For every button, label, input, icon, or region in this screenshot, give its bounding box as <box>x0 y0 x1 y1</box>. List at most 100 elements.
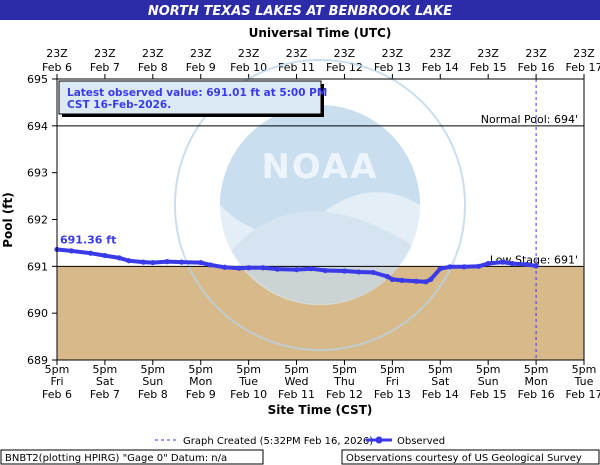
y-tick-label: 693 <box>27 167 48 180</box>
bottom-tick-date: Feb 7 <box>90 388 120 401</box>
bottom-tick-date: Feb 8 <box>138 388 168 401</box>
top-tick-date: Feb 6 <box>42 61 72 74</box>
y-axis-title: Pool (ft) <box>1 192 15 248</box>
bottom-tick-date: Feb 10 <box>230 388 267 401</box>
bottom-tick-date: Feb 14 <box>422 388 459 401</box>
observed-point <box>485 260 491 267</box>
bottom-tick-time: 5pm <box>93 363 118 376</box>
observed-point <box>260 265 266 271</box>
footer-right-box <box>341 449 600 465</box>
observed-point <box>447 264 453 270</box>
bottom-tick-time: 5pm <box>188 363 213 376</box>
y-tick-label: 690 <box>27 307 48 320</box>
observed-point <box>116 255 122 261</box>
observed-point <box>198 259 204 266</box>
observed-point <box>68 248 74 254</box>
top-tick-time: 23Z <box>477 47 499 60</box>
observed-point <box>523 261 530 268</box>
bottom-tick-date: Feb 16 <box>518 388 555 401</box>
bottom-tick-day: Sat <box>96 375 115 388</box>
observed-series-points <box>54 246 539 285</box>
bottom-tick-day: Mon <box>189 375 212 388</box>
observed-point <box>533 263 539 269</box>
observed-point <box>399 277 405 283</box>
bottom-tick-time: 5pm <box>524 363 549 376</box>
observed-point <box>423 279 429 285</box>
bottom-tick-day: Thu <box>333 375 355 388</box>
observed-point <box>341 268 348 274</box>
top-tick-time: 23Z <box>46 47 68 60</box>
bottom-tick-date: Feb 11 <box>278 388 315 401</box>
top-tick-date: Feb 15 <box>470 61 507 74</box>
observed-point <box>384 274 391 280</box>
y-tick-label: 694 <box>27 120 48 133</box>
bottom-tick-time: 5pm <box>380 363 405 376</box>
top-tick-date: Feb 7 <box>90 61 120 74</box>
y-axis-ticks: 689 690 691 692 693 694 695 <box>27 73 57 367</box>
first-value-label: 691.36 ft <box>60 233 116 246</box>
top-axis-title: Universal Time (UTC) <box>249 26 392 40</box>
observed-point <box>140 259 146 265</box>
top-tick-date: Feb 16 <box>518 61 555 74</box>
legend: Graph Created (5:32PM Feb 16, 2026) Obse… <box>155 436 445 447</box>
legend-observed-marker <box>375 436 383 444</box>
bottom-tick-day: Sat <box>431 375 450 388</box>
legend-graph-created-label: Graph Created (5:32PM Feb 16, 2026) <box>183 436 373 447</box>
top-tick-time: 23Z <box>573 47 595 60</box>
top-tick-time: 23Z <box>238 47 260 60</box>
observed-point <box>178 259 185 265</box>
top-tick-date: Feb 14 <box>422 61 459 74</box>
bottom-tick-date: Feb 6 <box>42 388 72 401</box>
annotation-line-1: Latest observed value: 691.01 ft at 5:00… <box>67 87 327 99</box>
top-tick-time: 23Z <box>334 47 356 60</box>
top-tick-time: 23Z <box>525 47 547 60</box>
bottom-tick-day: Sun <box>478 375 499 388</box>
observed-point <box>413 278 419 284</box>
bottom-tick-time: 5pm <box>572 363 597 376</box>
observed-point <box>274 266 280 272</box>
observed-point <box>126 258 132 264</box>
bottom-tick-time: 5pm <box>140 363 165 376</box>
observed-point <box>356 269 362 275</box>
footer-left-text: BNBT2(plotting HPIRG) "Gage 0" Datum: n/… <box>5 453 227 464</box>
y-tick-label: 692 <box>27 214 48 227</box>
top-tick-time: 23Z <box>190 47 212 60</box>
bottom-tick-day: Tue <box>574 375 594 388</box>
annotation-line-2: CST 16-Feb-2026. <box>67 99 171 111</box>
bottom-axis-title: Site Time (CST) <box>268 403 373 417</box>
top-tick-date: Feb 11 <box>278 61 315 74</box>
observed-point <box>102 252 108 259</box>
bottom-tick-day: Tue <box>238 375 258 388</box>
legend-observed-label: Observed <box>397 436 445 447</box>
bottom-tick-time: 5pm <box>332 363 357 376</box>
observed-point <box>150 259 156 266</box>
observed-point <box>509 260 515 267</box>
bottom-tick-date: Feb 13 <box>374 388 411 401</box>
plot-frame <box>56 78 585 361</box>
observed-point <box>207 262 213 268</box>
observed-point <box>164 259 170 265</box>
bottom-tick-date: Feb 15 <box>470 388 507 401</box>
top-tick-time: 23Z <box>142 47 164 60</box>
observed-point <box>389 276 395 283</box>
bottom-tick-day: Mon <box>524 375 547 388</box>
observed-point <box>370 269 376 276</box>
bottom-tick-day: Fri <box>386 375 399 388</box>
top-tick-date: Feb 17 <box>566 61 600 74</box>
noaa-watermark-logo: NOAA <box>174 59 466 351</box>
observed-point <box>461 264 467 270</box>
bottom-tick-day: Sun <box>142 375 163 388</box>
bottom-tick-time: 5pm <box>476 363 501 376</box>
observed-point <box>499 259 506 265</box>
bottom-tick-time: 5pm <box>428 363 453 376</box>
bottom-tick-time: 5pm <box>284 363 309 376</box>
observed-point <box>428 276 434 283</box>
bottom-tick-time: 5pm <box>236 363 261 376</box>
observed-point <box>476 263 482 269</box>
observed-point <box>222 264 228 270</box>
observed-point <box>236 265 242 271</box>
observed-point <box>437 266 443 272</box>
